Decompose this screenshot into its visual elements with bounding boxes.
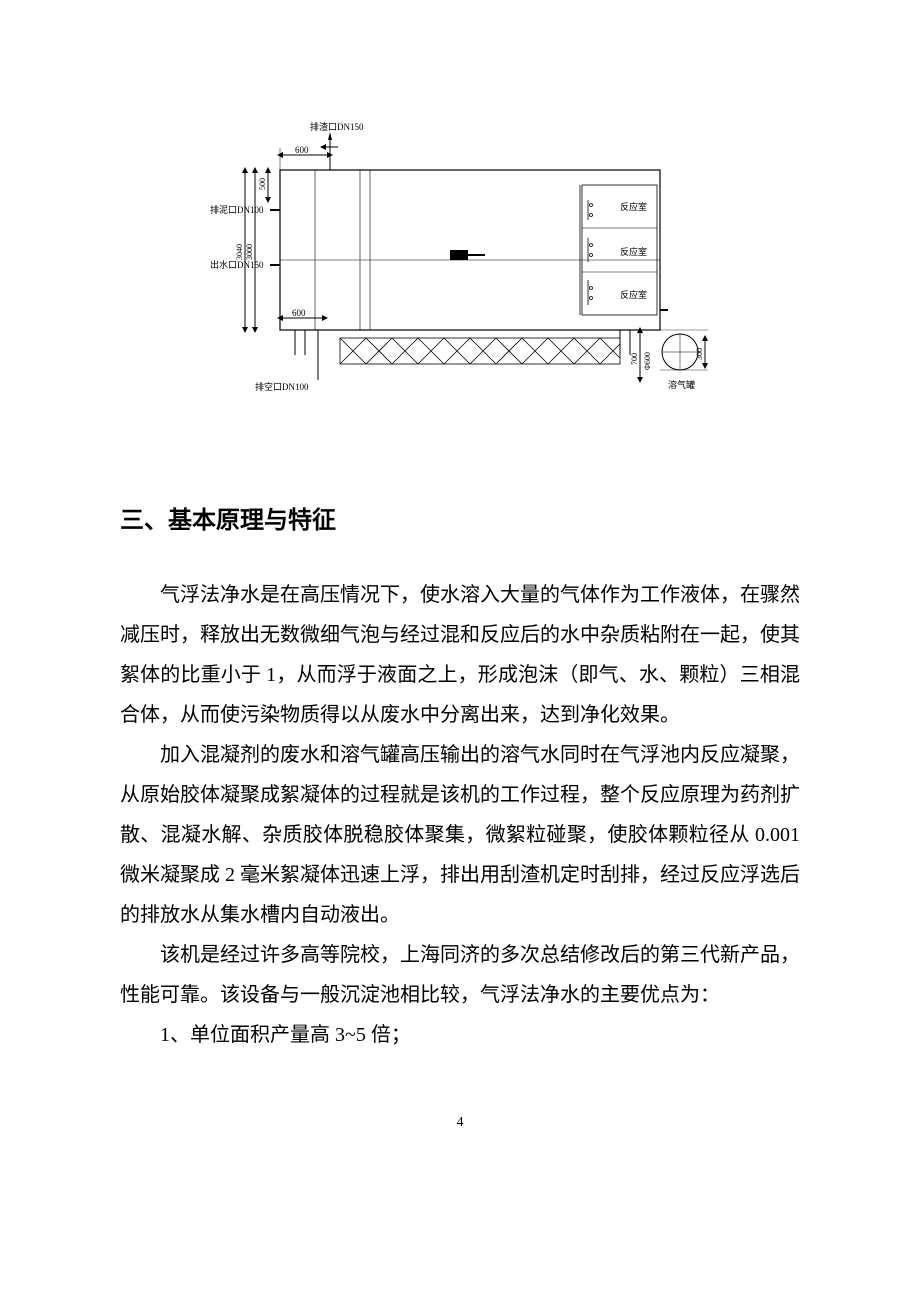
label-reaction-3: 反应室 [620,289,647,300]
paragraph-2: 加入混凝剂的废水和溶气罐高压输出的溶气水同时在气浮池内反应凝聚，从原始胶体凝聚成… [120,735,800,935]
label-reaction-1: 反应室 [620,201,647,212]
dim-500: 500 [258,178,267,190]
page-number: 4 [120,1115,800,1131]
label-reaction-2: 反应室 [620,246,647,257]
paragraph-3: 该机是经过许多高等院校，上海同济的多次总结修改后的第三代新产品，性能可靠。该设备… [120,935,800,1015]
dim-700: 700 [630,353,639,365]
label-drain-outlet: 排空口DN100 [255,381,309,392]
dim-300: 300 [695,348,704,360]
engineering-diagram: 排渣口DN150 600 500 排泥口DN100 出水口DN150 3040 … [210,120,710,420]
paragraph-1: 气浮法净水是在高压情况下，使水溶入大量的气体作为工作液体，在骤然减压时，释放出无… [120,575,800,735]
dim-phi600: Φ600 [643,352,652,370]
label-gas-tank: 溶气罐 [668,379,695,390]
label-mud-outlet: 排泥口DN100 [210,204,264,215]
dim-3040: 3040 [235,244,244,260]
list-item-1: 1、单位面积产量高 3~5 倍； [120,1015,800,1055]
label-top-outlet: 排渣口DN150 [310,121,364,132]
document-page: 排渣口DN150 600 500 排泥口DN100 出水口DN150 3040 … [0,0,920,1191]
dim-600-bottom: 600 [292,308,306,318]
diagram-container: 排渣口DN150 600 500 排泥口DN100 出水口DN150 3040 … [120,120,800,420]
dim-3000: 3000 [245,244,254,260]
dim-600-top: 600 [295,145,309,155]
section-title: 三、基本原理与特征 [120,500,800,535]
